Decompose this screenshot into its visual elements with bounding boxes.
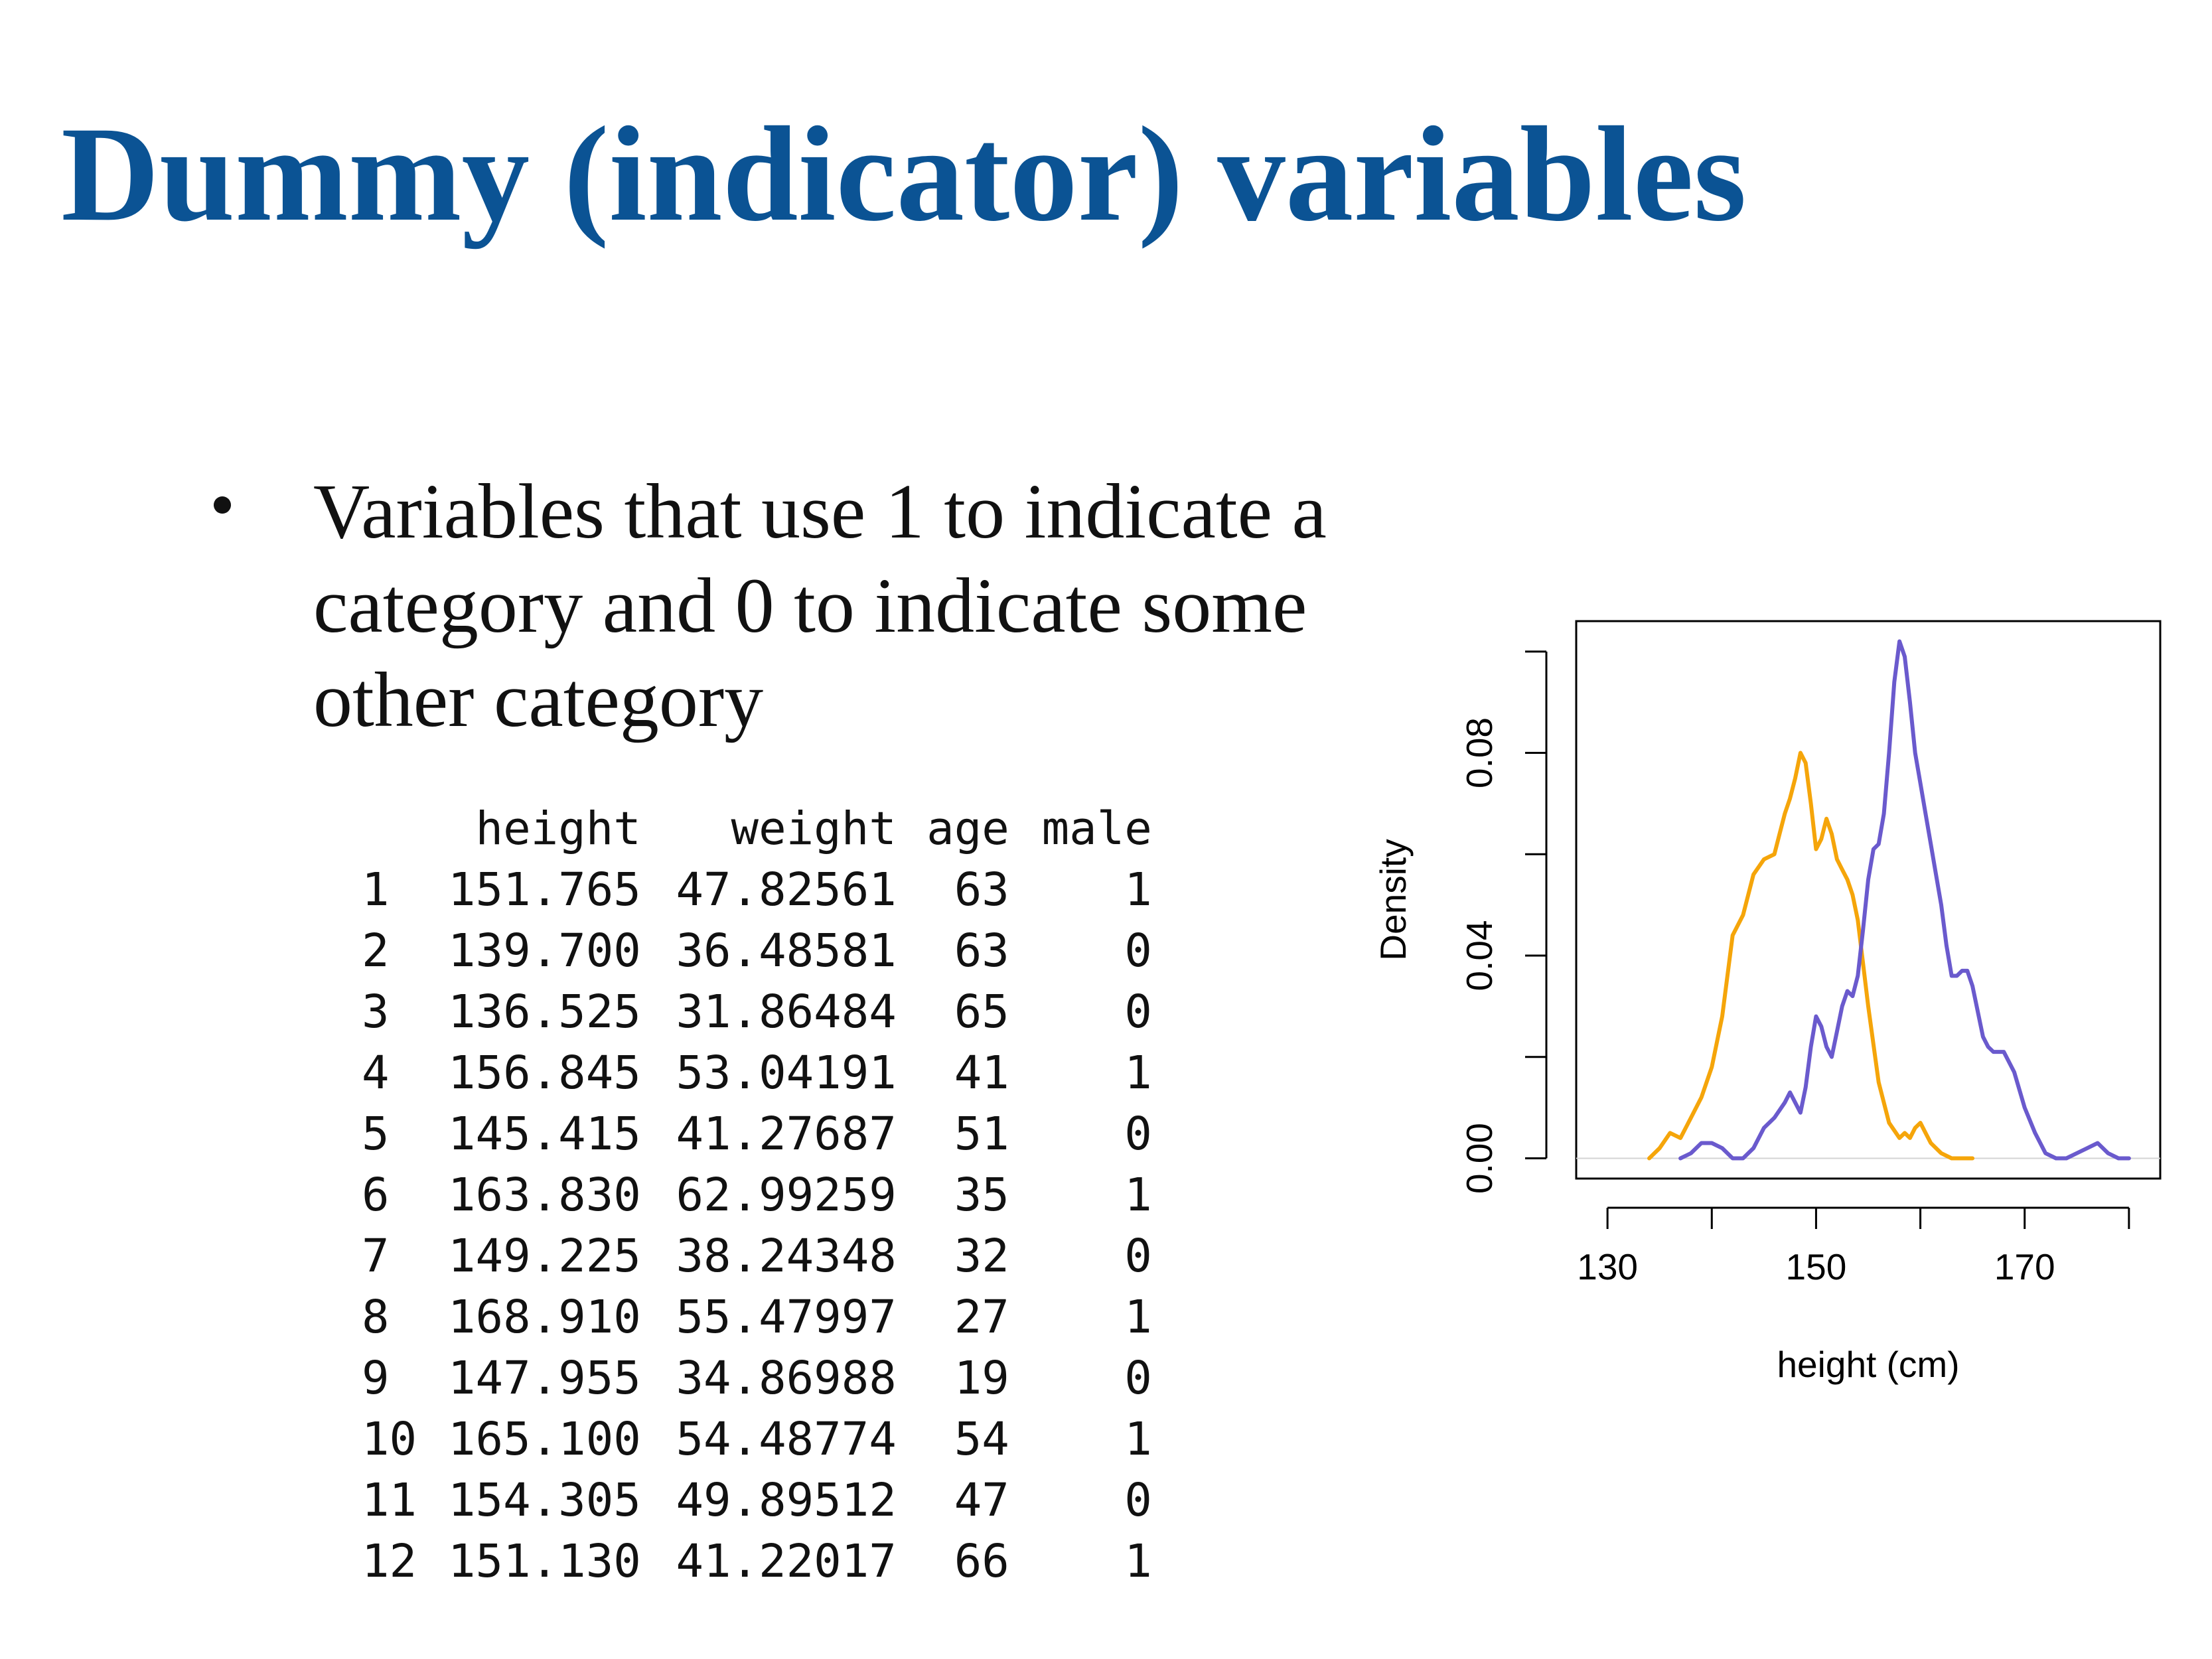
cell-age: 19: [954, 1352, 1009, 1405]
cell-weight: 38.24348: [676, 1230, 897, 1283]
cell-height: 168.910: [448, 1291, 641, 1344]
cell-height: 154.305: [448, 1474, 641, 1527]
cell-age: 63: [954, 863, 1009, 916]
column-header-weight: weight: [731, 802, 897, 855]
cell-age: 51: [954, 1108, 1009, 1161]
cell-male: 1: [1124, 1046, 1152, 1100]
cell-rowname: 4: [362, 1046, 390, 1100]
table-row: 7 149.225 38.24348 32 0: [362, 1226, 1152, 1287]
cell-male: 0: [1124, 1474, 1152, 1527]
cell-age: 35: [954, 1169, 1009, 1222]
cell-age: 32: [954, 1230, 1009, 1283]
bullet-dot-icon: [214, 496, 231, 514]
x-tick-label: 170: [1994, 1246, 2055, 1287]
x-tick-label: 130: [1577, 1246, 1638, 1287]
cell-rowname: 5: [362, 1108, 390, 1161]
cell-weight: 49.89512: [676, 1474, 897, 1527]
y-tick-label: 0.04: [1459, 920, 1500, 991]
cell-male: 1: [1124, 1169, 1152, 1222]
cell-age: 27: [954, 1291, 1009, 1344]
cell-weight: 41.22017: [676, 1535, 897, 1588]
cell-weight: 47.82561: [676, 863, 897, 916]
y-axis: 0.00 0.04 0.08: [1459, 650, 1548, 1194]
data-table: height weight age male 1 151.765 47.82561 6…: [362, 798, 1152, 1592]
table-row: 2 139.700 36.48581 63 0: [362, 920, 1152, 981]
cell-height: 149.225: [448, 1230, 641, 1283]
cell-height: 147.955: [448, 1352, 641, 1405]
cell-weight: 62.99259: [676, 1169, 897, 1222]
cell-male: 0: [1124, 1230, 1152, 1283]
cell-weight: 41.27687: [676, 1108, 897, 1161]
table-row: 12 151.130 41.22017 66 1: [362, 1531, 1152, 1592]
bullet-text: Variables that use 1 to indicate a categ…: [313, 468, 1327, 743]
cell-weight: 34.86988: [676, 1352, 897, 1405]
cell-height: 139.700: [448, 924, 641, 977]
cell-male: 0: [1124, 985, 1152, 1039]
cell-age: 63: [954, 924, 1009, 977]
column-header-rowname: [362, 798, 448, 859]
cell-weight: 36.48581: [676, 924, 897, 977]
cell-rowname: 12: [362, 1535, 417, 1588]
cell-weight: 31.86484: [676, 985, 897, 1039]
cell-height: 151.765: [448, 863, 641, 916]
cell-male: 0: [1124, 924, 1152, 977]
cell-rowname: 7: [362, 1230, 390, 1283]
cell-height: 136.525: [448, 985, 641, 1039]
cell-rowname: 8: [362, 1291, 390, 1344]
cell-male: 0: [1124, 1108, 1152, 1161]
table-row: 10 165.100 54.48774 54 1: [362, 1409, 1152, 1470]
cell-weight: 53.04191: [676, 1046, 897, 1100]
cell-male: 0: [1124, 1352, 1152, 1405]
series-layer: [1647, 639, 2131, 1161]
x-tick-label: 150: [1786, 1246, 1847, 1287]
x-axis-label: height (cm): [1777, 1344, 1959, 1385]
cell-age: 54: [954, 1413, 1009, 1466]
table-row: 4 156.845 53.04191 41 1: [362, 1043, 1152, 1104]
table-row: 5 145.415 41.27687 51 0: [362, 1104, 1152, 1165]
table-row: 6 163.830 62.99259 35 1: [362, 1165, 1152, 1226]
cell-age: 41: [954, 1046, 1009, 1100]
cell-rowname: 3: [362, 985, 390, 1039]
y-tick-label: 0.00: [1459, 1123, 1500, 1194]
density-line-1: [1647, 751, 1975, 1161]
cell-rowname: 1: [362, 863, 390, 916]
table-row: 9 147.955 34.86988 19 0: [362, 1348, 1152, 1409]
cell-rowname: 11: [362, 1474, 417, 1527]
cell-age: 47: [954, 1474, 1009, 1527]
cell-age: 65: [954, 985, 1009, 1039]
density-line-2: [1678, 639, 2131, 1161]
cell-height: 165.100: [448, 1413, 641, 1466]
table-row: 1 151.765 47.82561 63 1: [362, 859, 1152, 920]
column-header-male: male: [1041, 802, 1152, 855]
x-axis: 130 150 170: [1577, 1206, 2130, 1287]
cell-height: 156.845: [448, 1046, 641, 1100]
cell-rowname: 6: [362, 1169, 390, 1222]
table-row: 3 136.525 31.86484 65 0: [362, 981, 1152, 1043]
cell-male: 1: [1124, 1413, 1152, 1466]
slide-title: Dummy (indicator) variables: [61, 99, 1747, 250]
plot-frame: [1575, 620, 2162, 1180]
table-row: 11 154.305 49.89512 47 0: [362, 1470, 1152, 1531]
table-row: 8 168.910 55.47997 27 1: [362, 1287, 1152, 1348]
column-header-age: age: [926, 802, 1009, 855]
cell-male: 1: [1124, 1291, 1152, 1344]
y-axis-label: Density: [1372, 839, 1414, 961]
cell-male: 1: [1124, 863, 1152, 916]
column-header-height: height: [475, 802, 641, 855]
cell-male: 1: [1124, 1535, 1152, 1588]
density-chart: 130 150 170 0.00 0.04 0.08 height (cm) Densi…: [1372, 620, 2162, 1385]
cell-weight: 54.48774: [676, 1413, 897, 1466]
table-header-row: height weight age male: [362, 798, 1152, 859]
y-tick-label: 0.08: [1459, 717, 1500, 788]
cell-height: 163.830: [448, 1169, 641, 1222]
cell-rowname: 2: [362, 924, 390, 977]
cell-weight: 55.47997: [676, 1291, 897, 1344]
cell-height: 145.415: [448, 1108, 641, 1161]
cell-age: 66: [954, 1535, 1009, 1588]
cell-rowname: 10: [362, 1413, 417, 1466]
cell-rowname: 9: [362, 1352, 390, 1405]
cell-height: 151.130: [448, 1535, 641, 1588]
